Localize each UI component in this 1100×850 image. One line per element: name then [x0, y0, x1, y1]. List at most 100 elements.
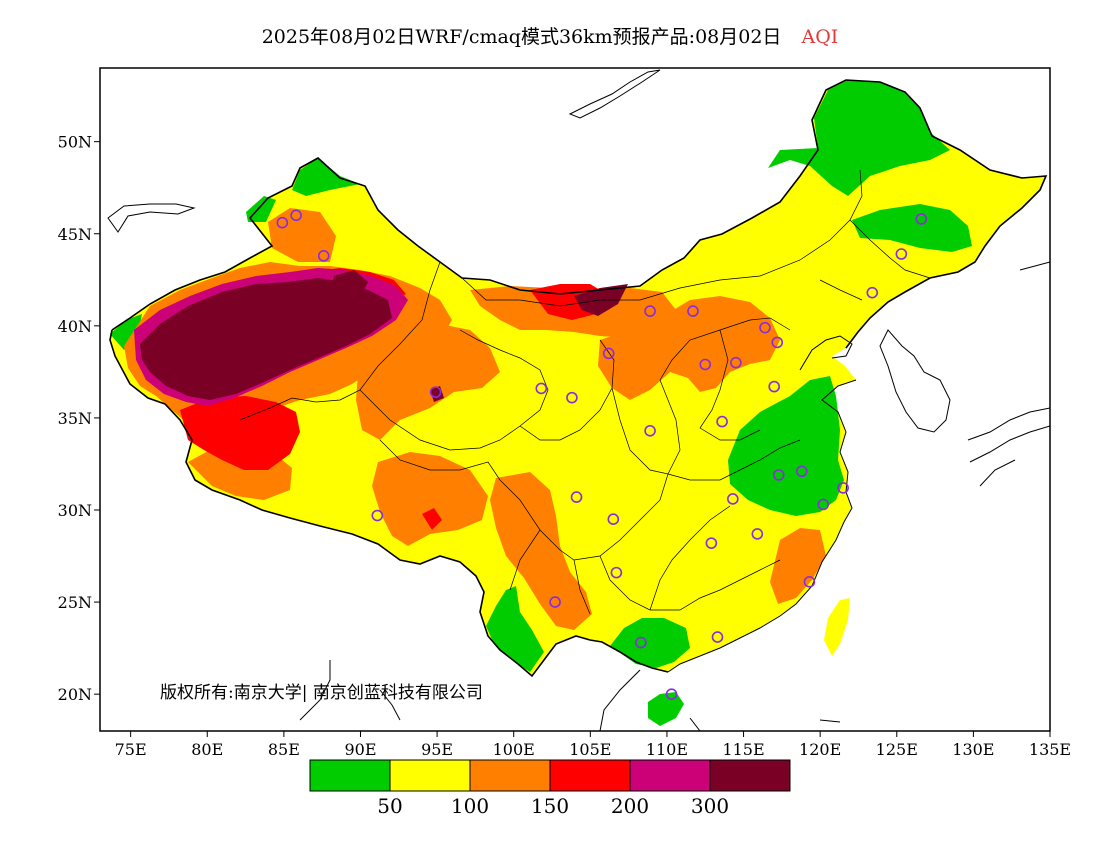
- map-title: 2025年08月02日WRF/cmaq模式36km预报产品:08月02日 AQI: [0, 22, 1100, 49]
- maroon-turpan: [332, 270, 368, 298]
- boundary-tibet: [379, 439, 501, 481]
- lon-tick-label: 110E: [646, 740, 688, 759]
- green-west-tip: [110, 314, 142, 350]
- legend-swatch: [549, 759, 631, 792]
- lat-tick-label: 35N: [58, 409, 92, 428]
- station-marker: [772, 469, 785, 481]
- legend-tick-label: 50: [377, 794, 402, 818]
- lon-tick-label: 135E: [1029, 740, 1071, 759]
- lat-tick-label: 30N: [58, 501, 92, 520]
- station-marker: [771, 336, 784, 349]
- lon-tick-label: 100E: [493, 740, 535, 759]
- coastline-sakhalin: [1019, 261, 1050, 271]
- longitude-axis: 75E 80E 85E 90E 95E 100E 105E 110E 115E 120E 125E 1…: [115, 731, 1071, 759]
- coastline-vietnam: [299, 660, 841, 731]
- boundary-qinghai: [359, 329, 549, 451]
- boundary-henan-hubei: [667, 427, 801, 481]
- station-marker: [699, 358, 712, 371]
- lat-tick-label: 40N: [58, 317, 92, 336]
- coastline-korea: [879, 329, 951, 433]
- green-guangxi: [610, 618, 690, 668]
- station-marker: [644, 305, 656, 317]
- station-marker: [837, 482, 849, 494]
- maroon-tarim-core: [140, 278, 392, 400]
- orange-southeast-coast: [770, 528, 826, 604]
- map-frame: [99, 67, 1051, 732]
- lon-tick-label: 115E: [722, 740, 764, 759]
- lon-tick-label: 125E: [876, 740, 918, 759]
- station-marker: [607, 513, 620, 526]
- station-marker: [730, 356, 742, 369]
- hainan-region: [648, 692, 684, 726]
- station-marker: [276, 216, 289, 229]
- province-boundaries: [239, 169, 931, 615]
- legend-tick-label: 100: [451, 794, 489, 818]
- red-southern-xinjiang: [180, 396, 300, 470]
- orange-tibet-east: [372, 452, 488, 546]
- lat-tick-label: 45N: [58, 225, 92, 244]
- lon-tick-label: 95E: [421, 740, 453, 759]
- station-marker: [751, 528, 764, 540]
- green-yunnan-south: [486, 586, 544, 672]
- coastline-bohai: [799, 335, 853, 371]
- station-marker: [817, 498, 830, 511]
- station-marker: [371, 509, 384, 522]
- legend-swatch: [389, 759, 471, 792]
- orange-xinjiang-north: [268, 208, 336, 262]
- station-marker: [290, 209, 302, 222]
- green-heilongjiang: [852, 204, 972, 252]
- station-marker: [716, 415, 728, 428]
- china-border: [109, 79, 1048, 678]
- boundary-northeast: [819, 219, 931, 301]
- station-marker: [429, 386, 442, 398]
- lon-tick-label: 130E: [952, 740, 994, 759]
- lon-tick-label: 80E: [191, 740, 223, 759]
- station-marker: [727, 493, 739, 505]
- lon-tick-label: 85E: [268, 740, 300, 759]
- orange-sichuan: [490, 472, 592, 630]
- copyright-text: 版权所有:南京大学| 南京创蓝科技有限公司: [160, 683, 483, 703]
- coastline-lake-balkhash: [107, 203, 196, 233]
- legend-swatch: [309, 759, 391, 792]
- station-marker: [635, 636, 647, 649]
- green-altai: [292, 158, 360, 196]
- legend-tick-label: 300: [691, 794, 729, 818]
- station-marker: [915, 213, 928, 225]
- station-marker: [602, 347, 615, 360]
- station-marker: [566, 391, 578, 404]
- station-marker: [665, 688, 678, 700]
- boundary-gansu: [519, 339, 615, 441]
- station-marker: [795, 465, 808, 478]
- boundary-shanxi-hebei: [659, 317, 791, 429]
- green-northeast: [768, 80, 950, 196]
- station-marker: [705, 537, 718, 549]
- station-marker: [895, 248, 908, 260]
- boundary-south-central: [599, 505, 781, 611]
- legend-tick-label: 150: [531, 794, 569, 818]
- station-marker: [610, 566, 623, 579]
- station-marker: [535, 382, 548, 395]
- legend-swatch: [709, 759, 791, 792]
- station-marker: [317, 250, 330, 262]
- station-marker: [866, 286, 879, 299]
- map-title-main: 2025年08月02日WRF/cmaq模式36km预报产品:08月02日: [261, 26, 782, 48]
- coastline-east: [667, 379, 857, 673]
- boundary-yunnan-guizhou: [509, 529, 591, 615]
- lon-tick-label: 75E: [115, 740, 147, 759]
- orange-north-china: [598, 296, 780, 400]
- map-title-quantity: AQI: [801, 26, 839, 48]
- station-marker: [768, 380, 780, 393]
- station-marker: [711, 631, 724, 643]
- legend-swatch: [469, 759, 551, 792]
- station-marker: [759, 321, 771, 334]
- lat-tick-label: 50N: [58, 133, 92, 152]
- legend: 50 100 150 200 300: [309, 759, 791, 818]
- taiwan-region: [824, 598, 850, 656]
- lat-tick-label: 25N: [58, 593, 92, 612]
- lon-tick-label: 90E: [344, 740, 376, 759]
- boundary-sichuan: [499, 473, 669, 561]
- station-marker: [644, 425, 656, 437]
- orange-gansu-qinghai: [356, 324, 500, 440]
- lon-tick-label: 105E: [569, 740, 611, 759]
